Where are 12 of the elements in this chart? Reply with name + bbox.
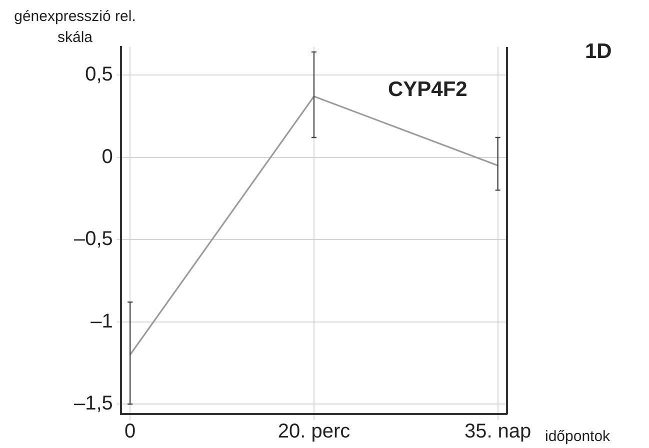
x-tick-label: 35. nap	[464, 420, 532, 443]
x-axis-title: időpontok	[545, 428, 610, 445]
y-tick-label: –1,5	[74, 392, 113, 415]
x-tick-label: 20. perc	[278, 420, 350, 443]
text: 1D	[585, 40, 612, 64]
annotation: CYP4F2	[388, 78, 468, 102]
y-tick-label: –0,5	[74, 228, 113, 250]
x-tick-label: 0	[124, 420, 136, 443]
y-tick-label: –1	[90, 310, 113, 332]
y-tick-label: 0,5	[85, 63, 113, 86]
y-tick-label: 0	[102, 146, 113, 168]
y-axis-title: génexpresszió rel. skála	[13, 7, 137, 48]
